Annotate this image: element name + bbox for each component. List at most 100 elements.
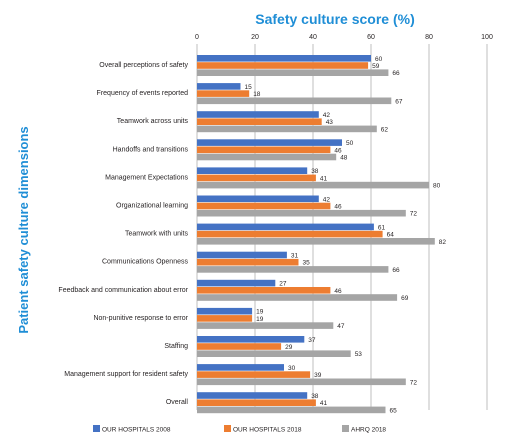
category-label: Management support for resident safety — [64, 371, 188, 378]
bar-value-label: 29 — [285, 344, 293, 351]
bar — [197, 139, 342, 146]
bar — [197, 83, 241, 90]
bar — [197, 392, 308, 399]
bar-value-label: 66 — [392, 267, 400, 274]
bar — [197, 90, 250, 97]
category-label: Frequency of events reported — [97, 90, 189, 97]
bar-value-label: 80 — [433, 183, 441, 190]
bar — [197, 371, 311, 378]
bar-value-label: 46 — [334, 147, 342, 154]
bar-value-label: 18 — [253, 91, 261, 98]
legend-swatch — [93, 425, 100, 432]
category-label: Communications Openness — [102, 259, 188, 266]
bar — [197, 343, 282, 350]
bar-value-label: 30 — [288, 365, 296, 372]
bar — [197, 251, 287, 259]
category-labels: Overall perceptions of safety Frequency o… — [58, 62, 188, 406]
bar-value-label: 72 — [410, 211, 418, 218]
bar — [197, 55, 371, 62]
bar — [197, 153, 337, 161]
bar — [197, 230, 383, 238]
bar-value-label: 72 — [410, 379, 418, 386]
bar — [197, 294, 398, 301]
bar — [197, 209, 406, 217]
bar-value-label: 41 — [320, 400, 328, 407]
bar — [197, 364, 284, 371]
bar-value-label: 19 — [256, 309, 264, 316]
bar — [197, 279, 276, 287]
bar — [197, 69, 389, 76]
category-label: Teamwork with units — [125, 231, 189, 238]
bar-value-label: 59 — [372, 63, 380, 70]
category-label: Management Expectations — [105, 174, 188, 181]
bar — [197, 315, 253, 322]
bar — [197, 307, 253, 315]
bar-value-label: 41 — [320, 175, 328, 182]
bar-value-label: 46 — [334, 288, 342, 295]
bar-value-label: 38 — [311, 393, 319, 400]
bar-value-label: 82 — [439, 239, 447, 246]
bar-value-label: 35 — [303, 260, 311, 267]
bar — [197, 111, 319, 118]
bar — [197, 181, 429, 189]
bar — [197, 146, 331, 154]
bar-value-label: 66 — [392, 70, 400, 77]
category-label: Overall — [166, 399, 189, 406]
chart-title: Safety culture score (%) — [255, 11, 415, 27]
bar — [197, 223, 374, 231]
legend: OUR HOSPITALS 2008 OUR HOSPITALS 2018 AHRQ… — [93, 425, 386, 434]
x-tick-label: 0 — [195, 34, 199, 41]
category-label: Feedback and communication about error — [58, 287, 188, 294]
bar — [197, 287, 331, 294]
bar-value-label: 27 — [279, 281, 287, 288]
bar — [197, 167, 308, 174]
legend-swatch — [224, 425, 231, 432]
category-label: Handoffs and transitions — [113, 146, 189, 153]
bar-value-label: 42 — [323, 196, 331, 203]
bar-value-label: 42 — [323, 112, 331, 119]
bar-value-label: 62 — [381, 126, 389, 133]
bar-value-label: 31 — [291, 253, 299, 260]
bar — [197, 174, 316, 182]
bar — [197, 62, 369, 69]
bar — [197, 322, 334, 329]
bar — [197, 97, 392, 105]
bar — [197, 118, 322, 125]
x-tick-label: 60 — [367, 34, 375, 41]
bar — [197, 406, 386, 414]
bar — [197, 202, 331, 210]
bar — [197, 266, 389, 273]
bar-value-label: 19 — [256, 316, 264, 323]
bar-value-label: 47 — [337, 323, 345, 330]
bar-value-label: 61 — [378, 224, 386, 231]
bar-value-label: 69 — [401, 295, 409, 302]
bar-value-label: 39 — [314, 372, 322, 379]
bar-value-label: 60 — [375, 56, 383, 63]
bar — [197, 399, 316, 406]
category-label: Overall perceptions of safety — [99, 62, 188, 69]
legend-label: AHRQ 2018 — [351, 427, 386, 434]
bar-value-label: 43 — [326, 119, 334, 126]
bar-value-label: 65 — [390, 407, 398, 414]
y-axis-title: Patient safety culture dimensions — [16, 126, 31, 333]
bar — [197, 238, 435, 245]
bar-value-label: 53 — [355, 351, 363, 358]
category-label: Non-punitive response to error — [93, 315, 188, 322]
bar-value-label: 15 — [245, 84, 253, 91]
bar — [197, 350, 351, 357]
bar — [197, 378, 406, 386]
category-label: Staffing — [164, 343, 188, 350]
bar-value-label: 38 — [311, 168, 319, 175]
legend-label: OUR HOSPITALS 2008 — [102, 427, 171, 434]
legend-label: OUR HOSPITALS 2018 — [233, 427, 302, 434]
bar-value-label: 64 — [387, 232, 395, 239]
bar-value-label: 67 — [395, 98, 403, 105]
legend-swatch — [342, 425, 349, 432]
x-tick-label: 40 — [309, 34, 317, 41]
x-tick-label: 100 — [481, 34, 493, 41]
bar-value-label: 50 — [346, 140, 354, 147]
bar — [197, 258, 299, 266]
category-label: Teamwork across units — [117, 118, 189, 125]
x-tick-label: 80 — [425, 34, 433, 41]
bar — [197, 125, 377, 133]
